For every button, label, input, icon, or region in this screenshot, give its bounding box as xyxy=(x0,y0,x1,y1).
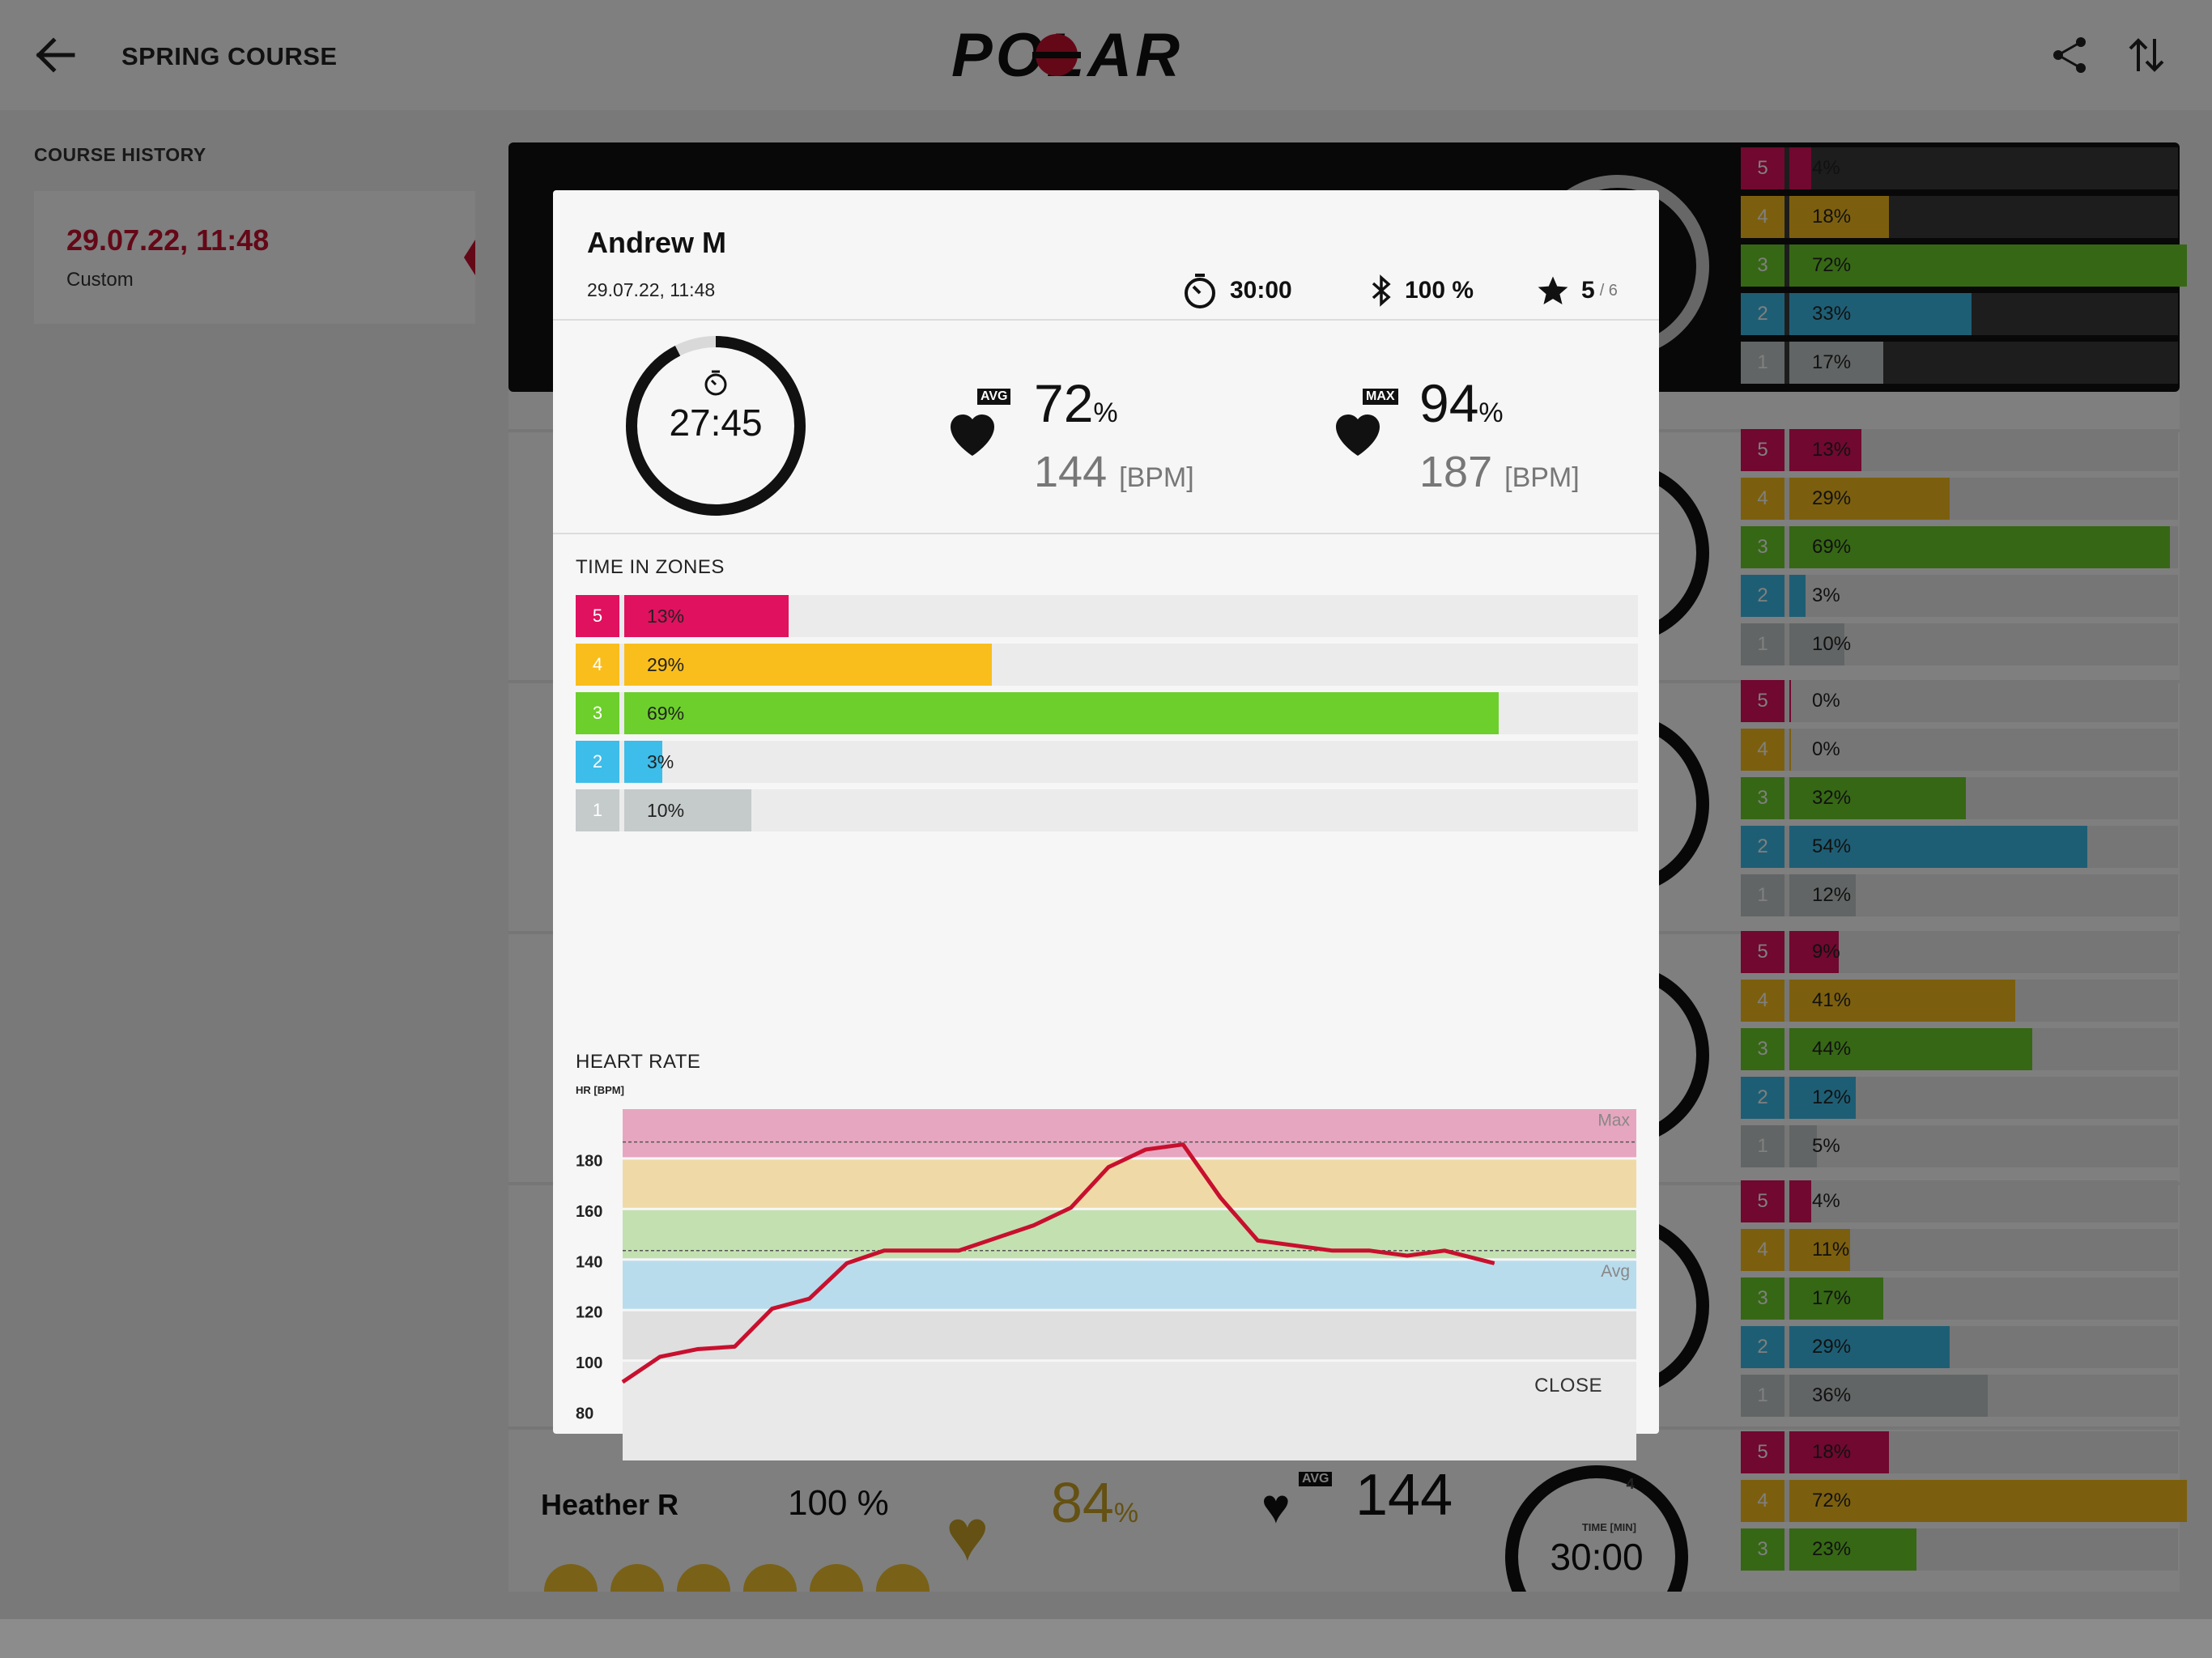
zone-bar xyxy=(624,741,662,783)
zone-row-3: 3 69% xyxy=(576,692,1638,734)
heart-rate-point xyxy=(1033,1225,1035,1226)
y-tick-label: 160 xyxy=(576,1203,602,1221)
reference-label-avg: Avg xyxy=(1601,1262,1630,1281)
heart-rate-point xyxy=(995,1237,997,1239)
zone-percent: 69% xyxy=(647,703,685,724)
y-tick-label: 100 xyxy=(576,1354,602,1372)
zone-number: 1 xyxy=(576,789,619,831)
zone-band xyxy=(623,1261,1636,1309)
heart-icon xyxy=(951,414,994,456)
stopwatch-icon xyxy=(704,370,727,396)
reference-label-max: Max xyxy=(1597,1112,1630,1130)
heart-rate-point xyxy=(1219,1197,1221,1198)
bluetooth-icon xyxy=(1372,274,1391,307)
heart-rate-chart: HR [BPM] 180 160 140 120 100 80 4 TIME [MIN] Max A… xyxy=(576,1084,1636,1533)
max-pct: 94% xyxy=(1419,373,1504,433)
zone-band xyxy=(623,1109,1636,1158)
zone-band xyxy=(623,1159,1636,1208)
zone-number: 5 xyxy=(576,595,619,637)
heart-rate-point xyxy=(1145,1149,1146,1150)
y-tick-label: 80 xyxy=(576,1405,593,1423)
participant-name: Andrew M xyxy=(587,226,727,259)
heart-rate-point xyxy=(883,1250,885,1252)
close-button[interactable]: CLOSE xyxy=(1534,1375,1602,1397)
zone-percent: 29% xyxy=(647,654,685,675)
y-axis-label: HR [BPM] xyxy=(576,1084,624,1096)
stars-value: 5 xyxy=(1581,277,1595,304)
heart-rate-point xyxy=(1369,1250,1371,1252)
star-icon xyxy=(1538,276,1568,304)
duration-value: 30:00 xyxy=(1230,277,1292,304)
y-tick-label: 180 xyxy=(576,1152,602,1170)
heart-rate-title: HEART RATE xyxy=(576,1051,701,1073)
zone-row-2: 2 3% xyxy=(576,741,1638,783)
zone-bar xyxy=(624,692,1499,734)
zone-row-5: 5 13% xyxy=(576,595,1638,637)
zone-bar xyxy=(624,644,992,686)
sensor-stat: 100 % xyxy=(1369,270,1474,312)
stars-total: / 6 xyxy=(1599,281,1618,300)
sensor-value: 100 % xyxy=(1405,277,1474,304)
zone-number: 4 xyxy=(576,644,619,686)
duration-stat: 30:00 xyxy=(1181,270,1292,312)
zone-bar xyxy=(624,789,751,831)
max-tag: MAX xyxy=(1363,389,1398,405)
avg-tag: AVG xyxy=(977,389,1011,405)
zone-band xyxy=(623,1311,1636,1360)
heart-rate-point xyxy=(696,1349,698,1350)
heart-icon xyxy=(1336,414,1380,456)
zone-number: 2 xyxy=(576,741,619,783)
participant-detail-dialog: Andrew M 29.07.22, 11:48 30:00 100 % 5 /… xyxy=(553,190,1659,1533)
zone-percent: 3% xyxy=(647,751,674,772)
max-bpm: 187 [BPM] xyxy=(1419,448,1580,496)
stopwatch-icon xyxy=(1185,274,1215,308)
zone-row-4: 4 29% xyxy=(576,644,1638,686)
x-tick-label: 4 xyxy=(1626,1476,1634,1492)
heart-rate-point xyxy=(1444,1250,1445,1252)
y-tick-label: 140 xyxy=(576,1253,602,1271)
divider xyxy=(553,319,1659,321)
avg-bpm: 144 [BPM] xyxy=(1034,448,1194,496)
heart-rate-point xyxy=(659,1356,661,1358)
zone-percent: 10% xyxy=(647,800,685,821)
heart-rate-point xyxy=(1332,1250,1334,1252)
time-in-zones-title: TIME IN ZONES xyxy=(576,556,725,578)
divider xyxy=(553,533,1659,534)
bottom-strip xyxy=(0,1619,2212,1658)
stars-stat: 5 / 6 xyxy=(1536,270,1618,312)
heart-rate-point xyxy=(734,1346,735,1347)
y-tick-label: 120 xyxy=(576,1304,602,1322)
heart-rate-point xyxy=(1182,1144,1184,1146)
heart-rate-point xyxy=(1494,1262,1495,1264)
elapsed-time: 27:45 xyxy=(669,402,763,444)
zone-row-1: 1 10% xyxy=(576,789,1638,831)
zone-number: 3 xyxy=(576,692,619,734)
avg-pct: 72% xyxy=(1034,373,1118,433)
zone-band xyxy=(623,1362,1636,1460)
zone-percent: 13% xyxy=(647,606,685,627)
heart-rate-point xyxy=(1257,1239,1258,1241)
session-date: 29.07.22, 11:48 xyxy=(587,279,716,300)
heart-rate-point xyxy=(1070,1207,1072,1209)
heart-rate-point xyxy=(846,1262,848,1264)
x-axis-label: TIME [MIN] xyxy=(1582,1521,1636,1533)
elapsed-progress-ring xyxy=(626,336,806,516)
zone-bar xyxy=(624,595,789,637)
